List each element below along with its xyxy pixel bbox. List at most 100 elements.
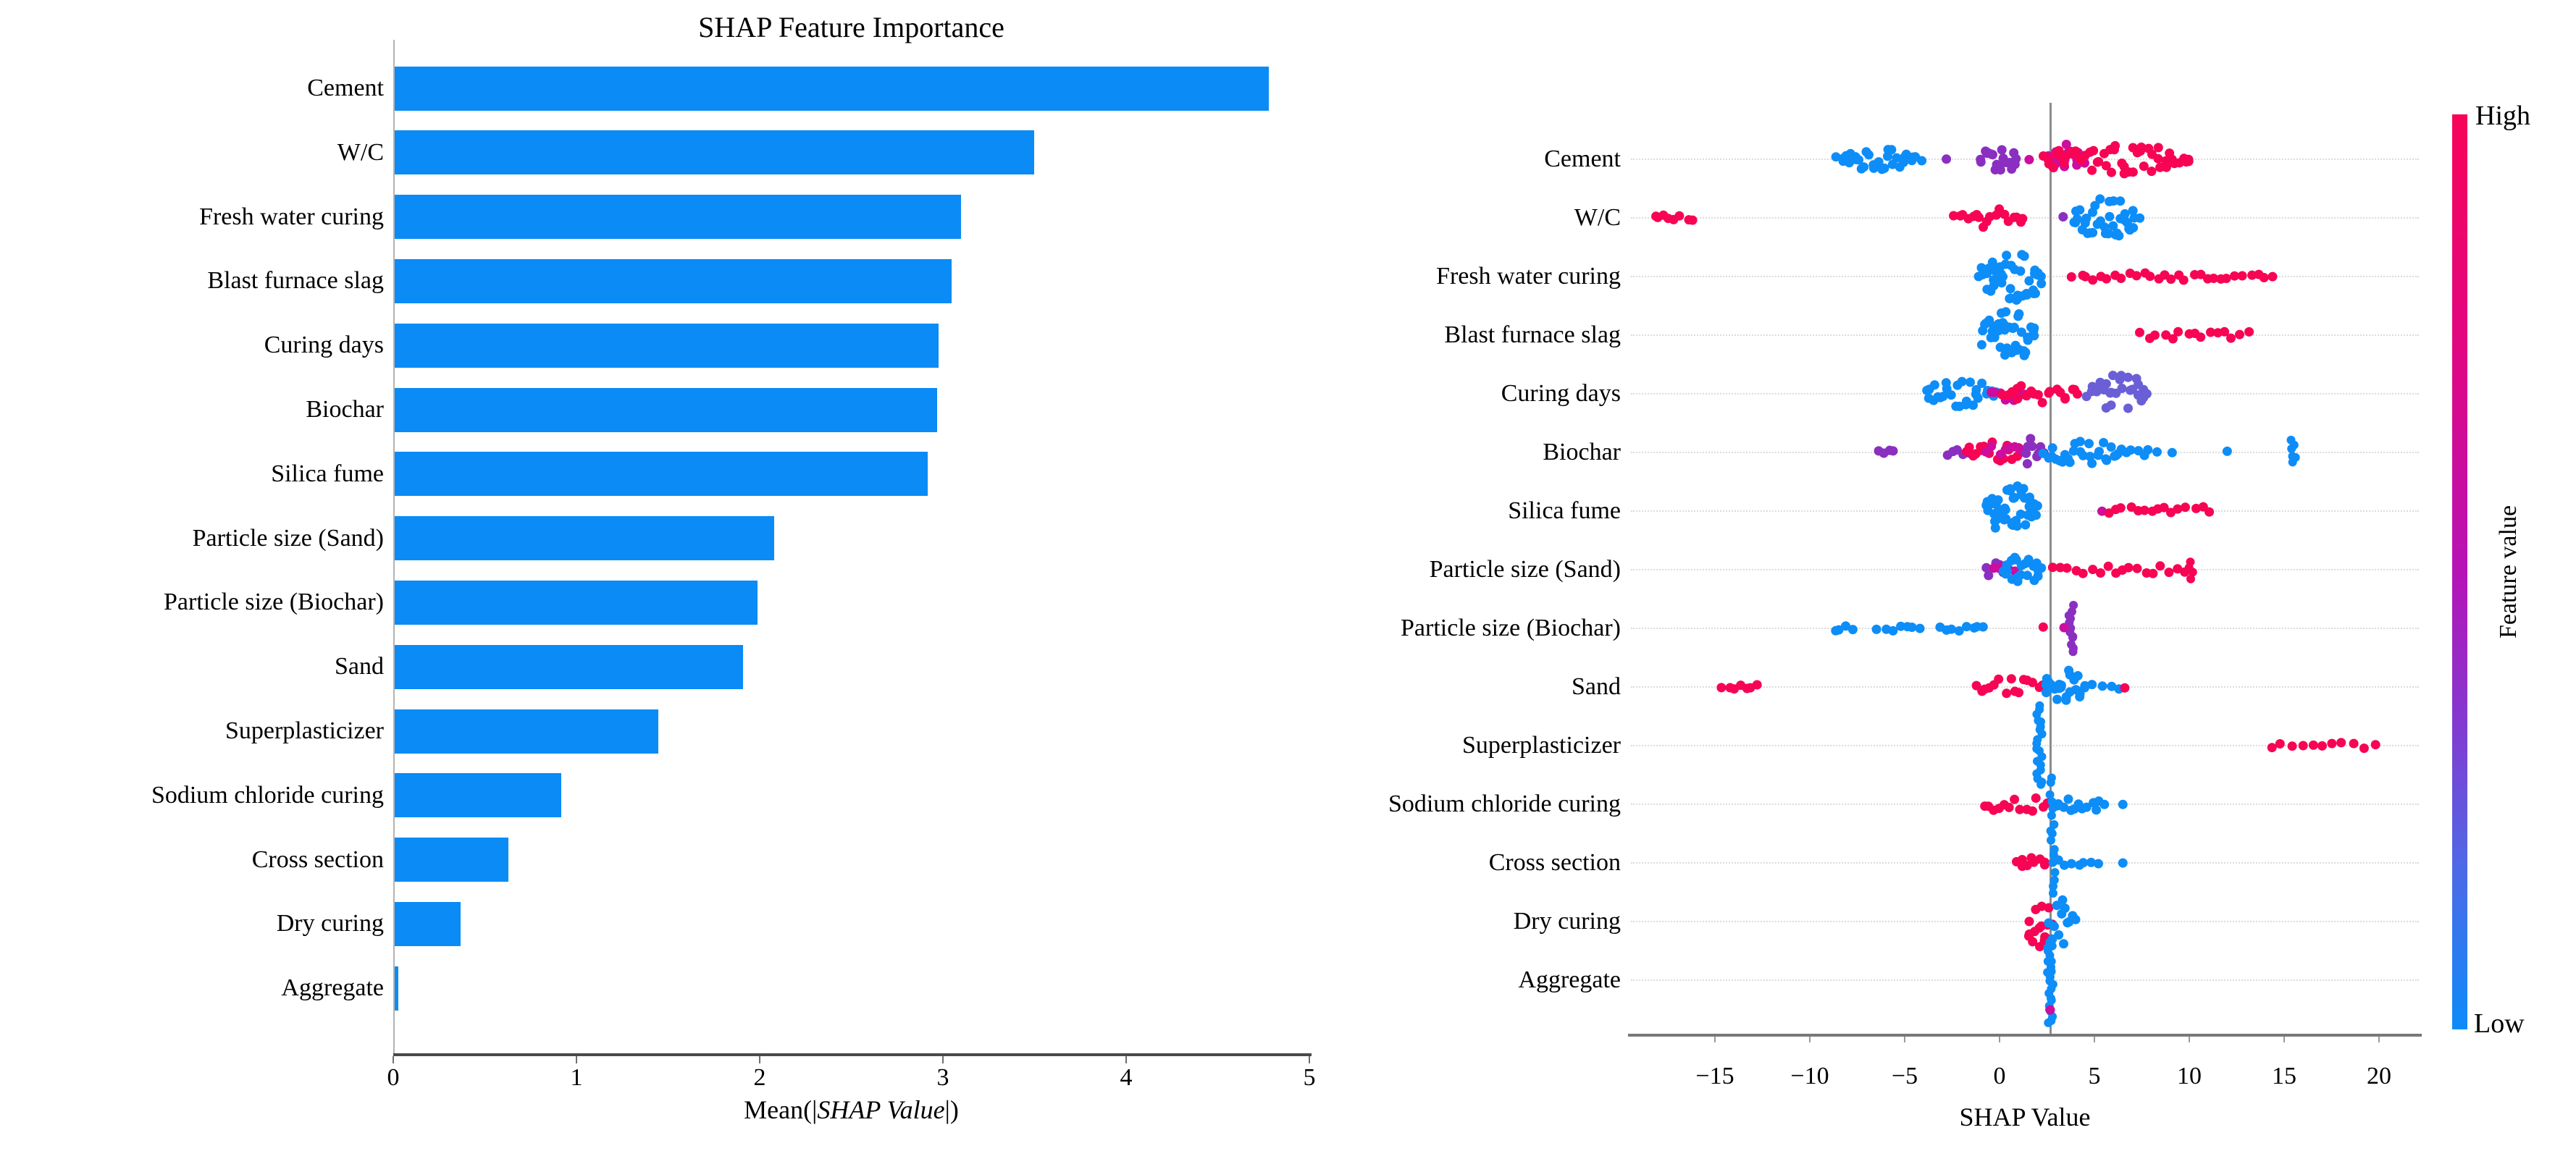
shap-dot: [2135, 213, 2145, 223]
shap-dot: [1854, 155, 1864, 165]
bar-label: Aggregate: [281, 974, 384, 1001]
shap-dot: [1942, 154, 1952, 164]
shap-dot: [2104, 229, 2113, 239]
shap-dot: [2150, 330, 2160, 340]
bar-label: Sand: [335, 653, 384, 680]
shap-dot: [2014, 688, 2024, 698]
shap-dot: [2359, 743, 2369, 754]
shap-dot: [2088, 275, 2098, 285]
shap-dot: [2059, 623, 2069, 633]
gridline: [1631, 569, 2419, 570]
shap-dot: [2196, 332, 2206, 342]
shap-dot: [2075, 437, 2085, 447]
shap-dot: [1864, 150, 1874, 160]
gridline: [1631, 745, 2419, 746]
tick-label: 3: [936, 1064, 949, 1091]
shap-dot: [1947, 624, 1956, 634]
shap-dot: [2021, 520, 2031, 530]
shap-dot: [2196, 269, 2206, 279]
shap-dot: [2106, 400, 2116, 410]
shap-dot: [2002, 250, 2012, 261]
shap-dot: [2173, 326, 2183, 337]
shap-dot: [2022, 570, 2032, 581]
shap-dot: [2046, 777, 2055, 787]
shap-dot: [2308, 740, 2318, 750]
shap-dot: [1887, 145, 1897, 155]
shap-dot: [1752, 680, 1762, 690]
tick-label: 10: [2177, 1063, 2202, 1089]
shap-dot: [2123, 403, 2133, 413]
shap-dot: [2206, 327, 2215, 337]
bar: [395, 966, 398, 1011]
shap-dot: [2117, 384, 2127, 393]
bar: [395, 130, 1034, 174]
shap-dot: [1957, 376, 1967, 387]
tick-mark: [2378, 1037, 2380, 1042]
shap-dot: [2058, 212, 2068, 222]
shap-dot: [2327, 738, 2337, 749]
x-axis-label-left: Mean(|SHAP Value|): [393, 1095, 1309, 1125]
shap-dot: [1892, 153, 1902, 163]
shap-dot: [1976, 157, 1986, 167]
shap-dot: [1915, 623, 1925, 633]
shap-dot: [1888, 625, 1898, 636]
shap-dot: [2108, 371, 2118, 381]
bar-label: Particle size (Biochar): [164, 589, 384, 615]
feature-label: Particle size (Biochar): [1401, 615, 1621, 641]
shap-dot: [1954, 626, 1964, 636]
shap-dot: [2065, 458, 2075, 468]
bar-label: Blast furnace slag: [207, 267, 384, 294]
colorbar: [2452, 114, 2467, 1029]
shap-dot: [2012, 521, 2022, 531]
tick-label: 15: [2272, 1063, 2296, 1089]
shap-dot: [2147, 166, 2157, 177]
feature-label: Superplasticizer: [1461, 732, 1621, 759]
shap-dot: [1831, 152, 1841, 162]
shap-dot: [1981, 562, 1992, 573]
shap-dot: [2178, 275, 2189, 285]
shap-dot: [1986, 441, 1997, 451]
shap-dot: [2103, 561, 2113, 571]
shap-dot: [2046, 826, 2055, 835]
gridline: [1631, 686, 2419, 688]
shap-dot: [2101, 379, 2111, 389]
tick-mark: [1309, 1056, 1310, 1063]
shap-dot: [2089, 146, 2099, 156]
shap-dot: [2029, 331, 2039, 341]
xlabel-suffix: |): [944, 1095, 959, 1124]
shap-dot: [2114, 231, 2124, 241]
shap-dot: [2132, 563, 2142, 573]
shap-dot: [2032, 501, 2042, 511]
shap-dot: [2015, 509, 2026, 519]
shap-dot: [2008, 493, 2018, 503]
bar-label: Silica fume: [271, 460, 384, 487]
shap-dot: [2049, 882, 2057, 891]
shap-dot: [1859, 162, 1869, 172]
bar: [395, 581, 758, 625]
shap-dot: [1888, 446, 1898, 456]
shap-dot: [1977, 379, 1987, 388]
shap-dot: [2161, 330, 2171, 340]
shap-dot: [2050, 922, 2059, 932]
bar: [395, 902, 461, 946]
shap-dot: [2141, 389, 2152, 399]
tick-label: 0: [1993, 1063, 2006, 1089]
shap-dot: [2101, 161, 2111, 171]
shap-dot: [2066, 859, 2076, 869]
bar: [395, 773, 561, 817]
bar: [395, 452, 928, 496]
tick-mark: [2189, 1037, 2190, 1042]
shap-dot: [2153, 153, 2163, 164]
shap-dot: [2159, 502, 2169, 513]
bar-label: W/C: [337, 139, 384, 166]
shap-dot: [2071, 914, 2081, 924]
shap-dot: [2267, 271, 2278, 282]
shap-dot: [2000, 505, 2010, 515]
shap-dot: [2066, 272, 2076, 282]
bar: [395, 324, 939, 368]
shap-dot: [2016, 381, 2026, 391]
shap-dot: [2068, 647, 2078, 657]
shap-dot: [2221, 274, 2231, 284]
shap-dot: [2110, 140, 2120, 151]
tick-mark: [759, 1056, 760, 1063]
